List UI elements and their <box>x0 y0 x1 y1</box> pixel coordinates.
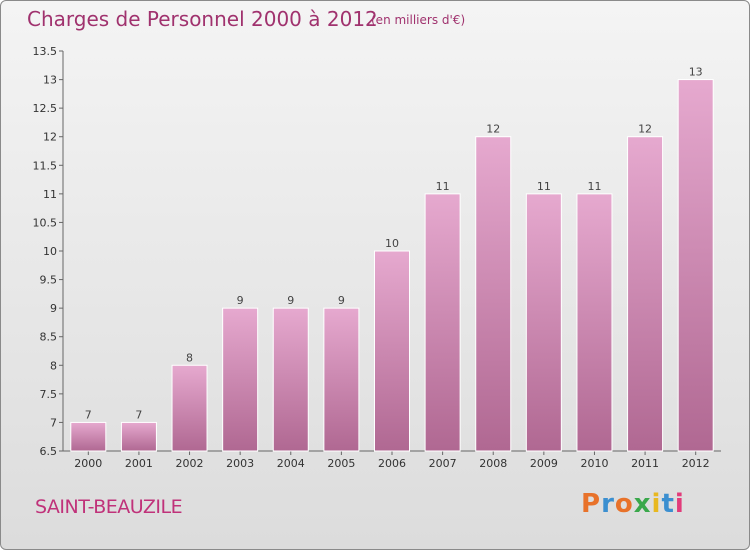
commune-name: SAINT-BEAUZILE <box>35 496 183 518</box>
y-tick-label: 6.5 <box>40 445 58 458</box>
data-label: 12 <box>486 123 500 136</box>
x-tick-label: 2003 <box>226 457 254 470</box>
bar-2004 <box>272 307 309 452</box>
y-tick-label: 7.5 <box>40 388 58 401</box>
axes: 6.5 7 7.5 8 8.5 9 9.5 10 10.5 11 11.5 12 12.5 13 13.5 2… <box>33 45 721 470</box>
bar-2007 <box>424 193 461 452</box>
bar-2011 <box>627 136 664 452</box>
y-tick-label: 10.5 <box>33 216 58 229</box>
data-label: 12 <box>638 123 652 136</box>
data-labels: 7 7 8 9 9 9 10 11 12 11 11 12 13 <box>85 66 703 422</box>
data-label: 8 <box>186 351 193 364</box>
y-tick-label: 9 <box>50 302 57 315</box>
data-label: 11 <box>537 180 551 193</box>
brand-letter: r <box>601 489 615 519</box>
y-tick-label: 12 <box>43 131 57 144</box>
brand-letter: x <box>633 489 652 519</box>
brand-letter: o <box>614 489 634 519</box>
brand-letter: P <box>581 489 602 519</box>
chart-title: Charges de Personnel 2000 à 2012 <box>27 7 378 31</box>
bar-2012 <box>677 79 714 452</box>
x-tick-label: 2002 <box>176 457 204 470</box>
bar-2005 <box>323 307 360 452</box>
y-tick-label: 8 <box>50 359 57 372</box>
bar-2003 <box>222 307 259 452</box>
bar-2010 <box>576 193 613 452</box>
x-tick-label: 2000 <box>74 457 102 470</box>
x-tick-label: 2001 <box>125 457 153 470</box>
x-tick-label: 2005 <box>327 457 355 470</box>
bar-2001 <box>120 421 157 452</box>
y-tick-label: 7 <box>50 416 57 429</box>
chart-unit: (en milliers d'€) <box>371 13 466 27</box>
brand-letter: t <box>661 489 675 519</box>
data-label: 13 <box>689 66 703 79</box>
bar-2002 <box>171 364 208 452</box>
y-tick-label: 10 <box>43 245 57 258</box>
bars <box>70 79 714 452</box>
x-tick-label: 2012 <box>682 457 710 470</box>
x-tick-label: 2009 <box>530 457 558 470</box>
y-tick-label: 8.5 <box>40 331 58 344</box>
data-label: 9 <box>338 294 345 307</box>
data-label: 10 <box>385 237 399 250</box>
data-label: 7 <box>135 408 142 421</box>
data-label: 7 <box>85 408 92 421</box>
y-tick-label: 13 <box>43 74 57 87</box>
x-tick-label: 2006 <box>378 457 406 470</box>
proxiti-logo[interactable]: Proxiti <box>581 489 685 519</box>
x-tick-label: 2007 <box>429 457 457 470</box>
data-label: 11 <box>436 180 450 193</box>
x-tick-label: 2008 <box>479 457 507 470</box>
y-tick-label: 11.5 <box>33 159 58 172</box>
bar-2009 <box>525 193 562 452</box>
bar-2008 <box>475 136 512 452</box>
y-tick-label: 12.5 <box>33 102 58 115</box>
bar-2006 <box>374 250 410 452</box>
data-label: 9 <box>237 294 244 307</box>
x-tick-label: 2011 <box>631 457 659 470</box>
data-label: 11 <box>587 180 601 193</box>
brand-letter: i <box>651 489 662 519</box>
data-label: 9 <box>287 294 294 307</box>
x-tick-label: 2004 <box>277 457 305 470</box>
bar-2000 <box>70 421 107 452</box>
x-tick-label: 2010 <box>580 457 608 470</box>
y-tick-label: 9.5 <box>40 274 58 287</box>
y-tick-label: 11 <box>43 188 57 201</box>
y-tick-label: 13.5 <box>33 45 58 58</box>
brand-letter: i <box>674 489 685 519</box>
